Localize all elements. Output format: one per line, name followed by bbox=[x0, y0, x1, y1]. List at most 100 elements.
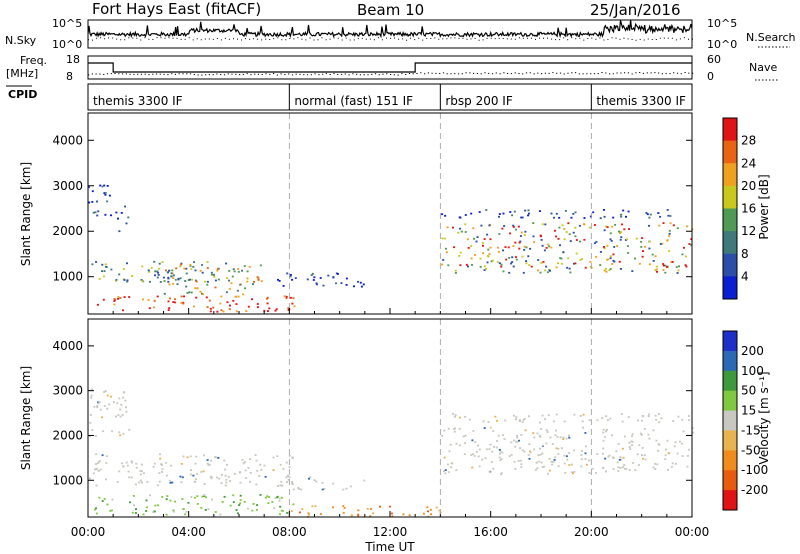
range-gate-cell bbox=[145, 506, 148, 509]
colorbar-swatch bbox=[723, 410, 737, 431]
range-gate-cell bbox=[277, 485, 280, 487]
range-gate-cell bbox=[154, 504, 157, 507]
range-gate-cell bbox=[457, 231, 460, 234]
colorbar-swatch bbox=[723, 470, 737, 491]
range-gate-cell bbox=[167, 309, 170, 311]
range-gate-cell bbox=[454, 415, 457, 418]
range-gate-cell bbox=[666, 439, 669, 442]
range-gate-cell bbox=[194, 287, 197, 290]
range-gate-cell bbox=[182, 508, 185, 510]
range-gate-cell bbox=[118, 273, 121, 276]
range-gate-cell bbox=[203, 494, 206, 496]
range-gate-cell bbox=[553, 229, 556, 232]
y-tick-label: 1000 bbox=[52, 270, 83, 284]
range-gate-cell bbox=[120, 212, 123, 214]
range-gate-cell bbox=[568, 464, 571, 466]
range-gate-cell bbox=[188, 278, 191, 281]
range-gate-cell bbox=[229, 480, 232, 482]
range-gate-cell bbox=[593, 224, 596, 226]
range-gate-cell bbox=[146, 481, 149, 483]
range-gate-cell bbox=[310, 274, 313, 276]
range-gate-cell bbox=[189, 455, 192, 458]
range-gate-cell bbox=[281, 510, 284, 512]
range-gate-cell bbox=[492, 467, 495, 470]
colorbar-tick-label: -15 bbox=[741, 423, 761, 437]
range-gate-cell bbox=[345, 277, 348, 280]
range-gate-cell bbox=[235, 310, 238, 313]
range-gate-cell bbox=[201, 264, 204, 266]
range-gate-cell bbox=[692, 431, 694, 434]
range-gate-cell bbox=[316, 283, 318, 286]
range-gate-cell bbox=[94, 435, 97, 437]
range-gate-cell bbox=[620, 413, 623, 415]
range-gate-cell bbox=[101, 263, 104, 266]
range-gate-cell bbox=[619, 467, 622, 469]
nave-tick-low: 0 bbox=[707, 70, 714, 83]
range-gate-cell bbox=[332, 506, 334, 509]
range-gate-cell bbox=[379, 505, 381, 508]
range-gate-cell bbox=[632, 462, 635, 464]
velocity-axes: 1000 2000 3000 4000 bbox=[52, 319, 693, 517]
range-gate-cell bbox=[568, 434, 570, 437]
range-gate-cell bbox=[206, 280, 209, 283]
range-gate-cell bbox=[518, 247, 521, 250]
range-gate-cell bbox=[668, 232, 671, 235]
range-gate-cell bbox=[529, 247, 532, 250]
range-gate-cell bbox=[131, 461, 133, 464]
range-gate-cell bbox=[172, 274, 175, 277]
range-gate-cell bbox=[565, 231, 568, 233]
range-gate-cell bbox=[557, 447, 560, 450]
range-gate-cell bbox=[119, 415, 122, 418]
range-gate-cell bbox=[342, 488, 345, 491]
range-gate-cell bbox=[111, 498, 114, 501]
range-gate-cell bbox=[559, 436, 562, 439]
range-gate-cell bbox=[214, 455, 217, 458]
range-gate-cell bbox=[612, 216, 615, 219]
range-gate-cell bbox=[555, 212, 558, 215]
range-gate-cell bbox=[113, 300, 116, 302]
range-gate-cell bbox=[455, 442, 458, 445]
range-gate-cell bbox=[489, 443, 492, 446]
range-gate-cell bbox=[90, 396, 93, 399]
range-gate-cell bbox=[222, 310, 225, 313]
range-gate-cell bbox=[551, 443, 554, 445]
range-gate-cell bbox=[561, 224, 564, 227]
range-gate-cell bbox=[515, 228, 517, 231]
range-gate-cell bbox=[649, 213, 652, 216]
range-gate-cell bbox=[521, 216, 524, 219]
range-gate-cell bbox=[260, 468, 263, 471]
range-gate-cell bbox=[508, 271, 511, 274]
range-gate-cell bbox=[543, 465, 546, 468]
range-gate-cell bbox=[547, 243, 550, 246]
range-gate-cell bbox=[207, 464, 210, 466]
range-gate-cell bbox=[101, 500, 104, 502]
range-gate-cell bbox=[187, 279, 190, 281]
range-gate-cell bbox=[444, 214, 447, 217]
range-gate-cell bbox=[203, 454, 206, 457]
range-gate-cell bbox=[128, 476, 131, 479]
range-gate-cell bbox=[244, 287, 247, 290]
range-gate-cell bbox=[664, 264, 667, 267]
range-gate-cell bbox=[452, 413, 454, 415]
range-gate-cell bbox=[110, 395, 112, 398]
range-gate-cell bbox=[653, 463, 656, 465]
range-gate-cell bbox=[186, 456, 189, 459]
range-gate-cell bbox=[221, 501, 224, 503]
range-gate-cell bbox=[514, 241, 517, 244]
freq-tick-high: 18 bbox=[66, 53, 80, 66]
range-gate-cell bbox=[123, 279, 126, 281]
colorbar-swatch bbox=[723, 450, 737, 471]
range-gate-cell bbox=[458, 416, 461, 419]
range-gate-cell bbox=[435, 506, 438, 509]
range-gate-cell bbox=[148, 280, 151, 283]
range-gate-cell bbox=[463, 453, 466, 456]
range-gate-cell bbox=[462, 435, 465, 438]
range-gate-cell bbox=[636, 453, 639, 456]
range-gate-cell bbox=[184, 280, 187, 282]
range-gate-cell bbox=[453, 430, 456, 433]
range-gate-cell bbox=[315, 282, 318, 285]
range-gate-cell bbox=[105, 266, 108, 268]
nsky-line bbox=[87, 19, 693, 39]
range-gate-cell bbox=[628, 446, 631, 448]
range-gate-cell bbox=[574, 235, 577, 238]
